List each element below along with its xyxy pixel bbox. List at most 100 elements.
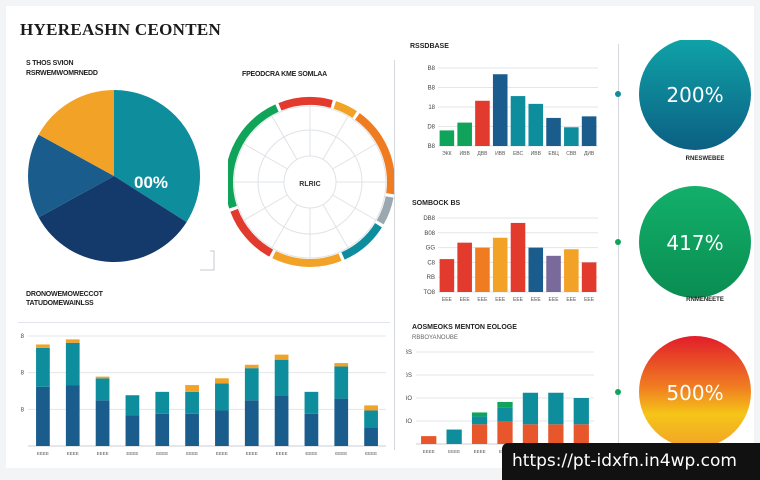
stacked-bar-segment — [573, 424, 589, 444]
x-tick-label: ЕЕЕЕ — [97, 451, 109, 456]
pie-slice-4 — [38, 90, 114, 176]
kpi-1-value: 200% — [666, 83, 723, 107]
kpi-2-circle — [639, 186, 751, 298]
bar — [528, 247, 544, 292]
ring-chart: RLRIC — [228, 97, 395, 267]
y-tick-label: GG — [426, 246, 436, 252]
x-tick-label: ЕЕЕ — [584, 297, 595, 303]
x-tick-label: ЭКК — [442, 151, 452, 157]
y-tick-label: LBO — [406, 419, 412, 425]
kpi-column: 200% RNESWEBEE 417% RNMENEETE 500% — [615, 40, 751, 448]
x-tick-label: ИВВ — [531, 151, 542, 157]
bar-bottom-subtitle: RBBOYANOUBE — [412, 335, 458, 341]
y-tick-label: 8 — [21, 334, 25, 340]
stacked-bar-segment — [215, 410, 229, 446]
x-tick-label: ЕЕЕ — [566, 297, 577, 303]
stacked-bar-segment — [215, 378, 229, 384]
stacked-bar-segment — [364, 410, 378, 428]
x-tick-label: ЕЕЕЕ — [37, 451, 49, 456]
stacked-bar-segment — [185, 385, 199, 392]
ring-segment-8 — [228, 104, 279, 209]
stacked-bar-segment — [364, 405, 378, 411]
stacked-bar-segment — [497, 421, 513, 444]
y-tick-label: DB8 — [423, 216, 435, 222]
pie-caption: RSRWEMWOMRNEDD — [26, 70, 98, 77]
x-tick-label: ИВВ — [495, 151, 506, 157]
bar-chart-middle: SOMBOCK BS TO8 RB C8 GG B08 DB8 ЕЕЕ ЕЕЕ ЕЕЕ ЕЕЕ ЕЕ… — [412, 200, 598, 303]
x-tick-label: ЕЕЕЕ — [365, 451, 377, 456]
ring-segment-5 — [341, 223, 382, 260]
pie-slice-2 — [38, 176, 187, 262]
stacked-bar-segment — [548, 424, 564, 444]
pie-slice-3 — [28, 134, 114, 218]
divider — [18, 322, 390, 323]
y-tick-label: B8 — [428, 86, 436, 92]
bars-caption-1: DRONOWEMOWECCOT — [26, 291, 103, 298]
bar — [439, 259, 455, 292]
stacked-bar-segment — [421, 436, 437, 444]
ring-spoke — [243, 194, 288, 221]
bar-chart-top: RSSDBASE B8 D8 18 B8 B8 ЭКК ИВВ ДВВ ИВВ ЕВС ИВВ ЕВЦ… — [410, 43, 598, 157]
x-tick-label: ДВВ — [477, 151, 488, 157]
x-tick-label: ЕЕЕЕ — [448, 449, 460, 454]
stacked-bar-segment — [573, 398, 589, 425]
stacked-bar-segment — [471, 416, 488, 425]
kpi-3-circle — [639, 336, 751, 448]
stacked-bar-segment — [244, 368, 259, 401]
x-tick-label: ЕЕЕ — [531, 297, 542, 303]
bar — [528, 103, 544, 146]
x-tick-label: ЕЕЕЕ — [246, 451, 258, 456]
stacked-bar-segment — [244, 400, 259, 446]
stacked-bar-segment — [65, 339, 80, 343]
x-tick-label: ИВВ — [460, 151, 471, 157]
bar — [564, 249, 579, 292]
x-tick-label: ДИВ — [584, 151, 595, 157]
stacked-bar-segment — [334, 363, 349, 367]
kpi-3-value: 500% — [666, 381, 723, 405]
y-tick-label: RB — [427, 275, 435, 281]
stacked-bar-segment — [95, 400, 110, 446]
ring-spoke — [332, 143, 377, 170]
stacked-bar-segment — [36, 386, 50, 446]
stacked-bar-segment — [185, 391, 199, 414]
x-tick-label: ЕЕЕ — [442, 297, 453, 303]
ring-segment-3 — [355, 113, 395, 195]
ring-spoke — [271, 204, 298, 249]
bar-mid-title: SOMBOCK BS — [412, 200, 461, 207]
ring-segment-7 — [230, 208, 274, 257]
kpi-2-value: 417% — [666, 231, 723, 255]
stacked-bar-segment — [36, 347, 50, 387]
pie-subtitle: S ТНОS SVION — [26, 60, 74, 67]
stacked-bar-segment — [95, 376, 110, 379]
x-tick-label: ЕЕЕЕ — [335, 451, 347, 456]
ring-spoke — [243, 143, 288, 170]
ring-center-label: RLRIC — [299, 181, 320, 188]
x-tick-label: ЕВЦ — [548, 151, 559, 157]
bar — [581, 116, 597, 146]
x-tick-label: ЕВС — [513, 151, 524, 157]
stacked-bar-chart-bottom: AOSMEOKS MENTON EOLOGE RBBOYANOUBE LBO IB… — [406, 324, 594, 454]
x-tick-label: ЕЕЕЕ — [305, 451, 317, 456]
stacked-bar-segment — [334, 398, 349, 446]
x-tick-label: ЕЕЕЕ — [423, 449, 435, 454]
y-tick-label: IBS — [406, 350, 412, 356]
stacked-bar-segment — [65, 342, 80, 386]
connector-line — [200, 250, 215, 271]
stacked-bar-segment — [185, 413, 199, 446]
x-tick-label: ЕЕЕЕ — [67, 451, 79, 456]
stacked-bar-segment — [304, 391, 319, 414]
pie-slice-1 — [114, 90, 200, 223]
bar — [510, 222, 526, 292]
x-tick-label: СВВ — [566, 151, 577, 157]
x-tick-label: ЕЕЕЕ — [276, 451, 288, 456]
x-tick-label: ЕЕЕЕ — [156, 451, 168, 456]
y-tick-label: BGS — [406, 373, 412, 379]
kpi-1-circle — [639, 40, 751, 150]
bar — [564, 127, 579, 146]
bar — [581, 262, 597, 292]
pie-center-label: 00% — [134, 173, 168, 192]
kpi-1-marker — [615, 91, 621, 97]
y-tick-label: 18 — [428, 105, 435, 111]
bar — [546, 117, 561, 146]
bar-top-title: RSSDBASE — [410, 43, 449, 50]
